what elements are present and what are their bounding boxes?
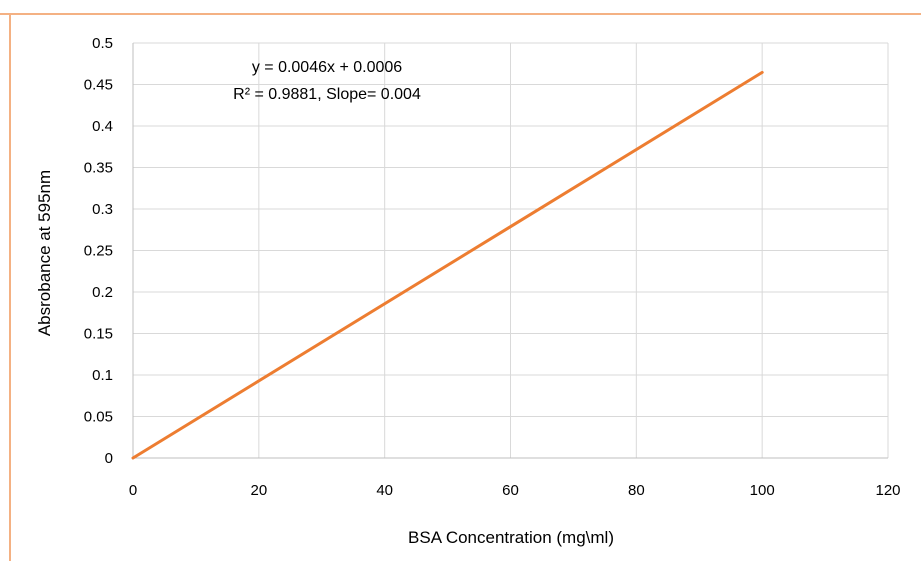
y-tick-label: 0.05: [84, 409, 113, 426]
r-squared-label: R² = 0.9881, Slope= 0.004: [233, 86, 421, 103]
series-layer: [133, 72, 762, 458]
series-line: [133, 72, 762, 458]
y-tick-label: 0.1: [92, 367, 113, 384]
y-tick-label: 0: [105, 450, 113, 467]
grid-layer: [133, 43, 888, 458]
x-tick-label: 120: [875, 482, 900, 499]
y-axis-title: Absrobance at 595nm: [35, 170, 54, 336]
y-tick-label: 0.45: [84, 77, 113, 94]
x-tick-label: 100: [750, 482, 775, 499]
x-tick-label: 0: [129, 482, 137, 499]
y-tick-label: 0.4: [92, 118, 113, 135]
x-tick-label: 60: [502, 482, 519, 499]
x-tick-label: 20: [250, 482, 267, 499]
y-tick-label: 0.35: [84, 160, 113, 177]
y-tick-label: 0.3: [92, 201, 113, 218]
x-tick-label: 80: [628, 482, 645, 499]
trendline-equation: y = 0.0046x + 0.0006: [252, 59, 402, 76]
x-axis-title: BSA Concentration (mg\ml): [408, 528, 614, 547]
tick-label-layer: 0 0.05 0.1 0.15 0.2 0.25 0.3 0.35 0.4 0.45 0.5 0 20 4…: [84, 35, 901, 499]
y-tick-label: 0.5: [92, 35, 113, 52]
y-tick-label: 0.2: [92, 284, 113, 301]
y-tick-label: 0.25: [84, 243, 113, 260]
y-tick-label: 0.15: [84, 326, 113, 343]
x-tick-label: 40: [376, 482, 393, 499]
